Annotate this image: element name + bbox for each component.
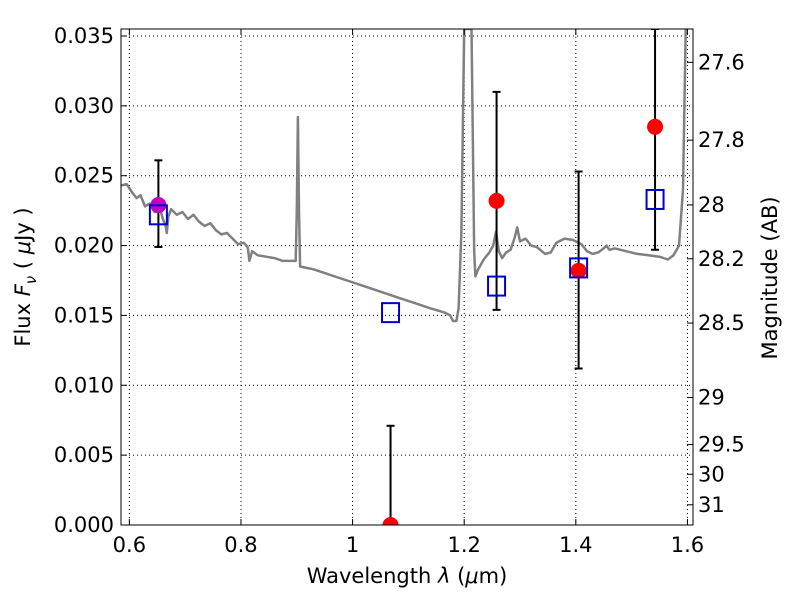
plot-frame [120, 28, 694, 526]
model-band-flux-square [645, 188, 665, 210]
y2-tick-label: 29.5 [698, 433, 745, 457]
observed-flux-point [570, 262, 587, 279]
right-axis-label: Magnitude (AB) [758, 196, 782, 359]
observed-flux-point [488, 192, 505, 209]
y-axis-label: Flux Fν ( μJy ) [11, 207, 40, 346]
y2-tick-label: 28.5 [698, 311, 745, 335]
model-band-flux-square [381, 302, 401, 324]
y-tick-label: 0.015 [54, 303, 114, 327]
x-tick-label: 0.8 [224, 533, 257, 557]
y-tick-label: 0.025 [54, 164, 114, 188]
model-band-flux-square [569, 257, 589, 279]
y2-tick-label: 27.8 [698, 128, 745, 152]
y-tick-label: 0.030 [54, 94, 114, 118]
tick-layer: 0.6 0.8 1 1.2 1.4 1.6 0.000 0.005 0.010 0.015 0.02… [54, 24, 745, 557]
x-tick-label: 1.4 [559, 533, 592, 557]
y2-tick-label: 31 [698, 493, 725, 517]
y2-tick-label: 28.2 [698, 247, 745, 271]
observed-flux-point [647, 118, 664, 135]
x-axis-label: Wavelength λ (μm) [307, 564, 508, 588]
model-band-flux-square [487, 275, 507, 297]
y2-tick-label: 30 [698, 462, 725, 486]
y2-tick-label: 27.6 [698, 50, 745, 74]
y-tick-label: 0.010 [54, 373, 114, 397]
y2-tick-label: 29 [698, 386, 725, 410]
model-band-flux-square [148, 204, 168, 226]
observed-flux-point [382, 517, 399, 525]
y2-tick-label: 28 [698, 193, 725, 217]
grid-layer [121, 29, 693, 526]
x-tick-label: 1.2 [447, 533, 480, 557]
plot-layer [121, 29, 687, 525]
x-tick-label: 1 [346, 533, 359, 557]
y-tick-label: 0.005 [54, 443, 114, 467]
y-tick-label: 0.000 [54, 513, 114, 537]
x-tick-label: 0.6 [113, 533, 146, 557]
model-spectrum-line [121, 29, 687, 323]
x-tick-label: 1.6 [671, 533, 704, 557]
y-tick-label: 0.035 [54, 24, 114, 48]
y-tick-label: 0.020 [54, 234, 114, 258]
